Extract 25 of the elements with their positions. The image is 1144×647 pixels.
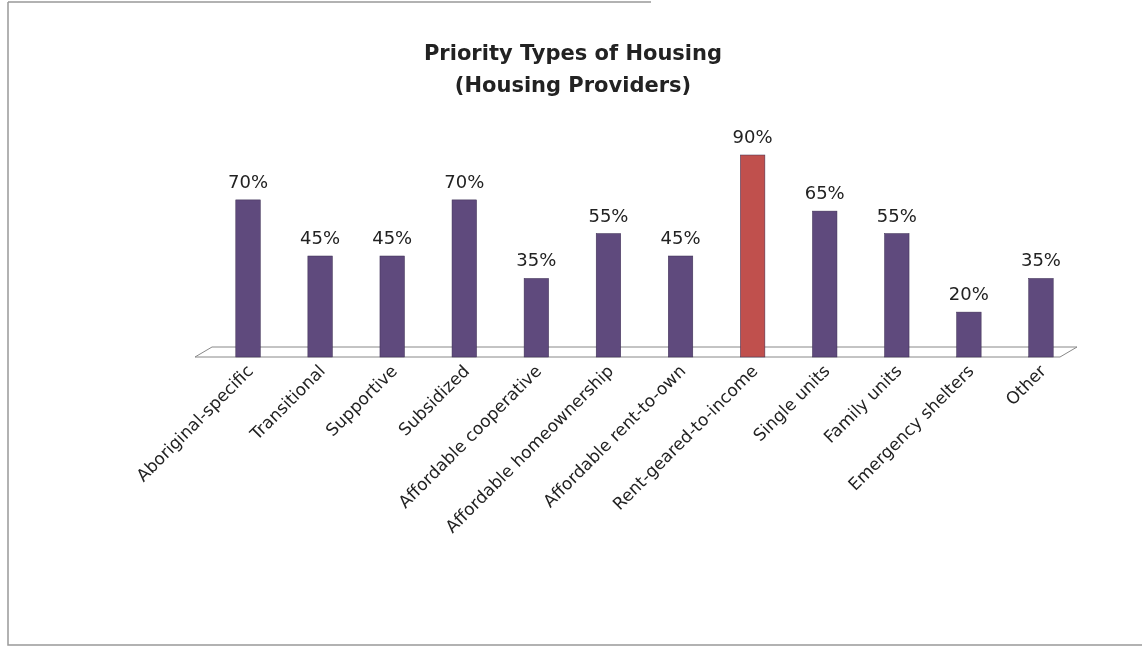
bar [668, 255, 694, 358]
bar [451, 199, 477, 358]
data-label: 65% [804, 182, 845, 204]
data-label: 35% [1020, 249, 1061, 271]
data-label: 45% [300, 227, 341, 248]
data-label: 70% [228, 170, 269, 192]
data-label: 45% [660, 227, 701, 248]
bar [235, 199, 261, 358]
bar [956, 311, 982, 358]
bar [379, 255, 405, 358]
bar [740, 154, 766, 358]
data-label: 35% [516, 249, 557, 271]
bar [307, 255, 333, 358]
data-label: 70% [444, 170, 485, 192]
data-label: 20% [948, 283, 989, 305]
data-label: 55% [588, 204, 629, 226]
data-label: 55% [876, 204, 917, 226]
data-label: 90% [732, 126, 773, 147]
bar [595, 233, 621, 358]
chart-title: Priority Types of Housing (Housing Providers) [423, 41, 723, 97]
bar [523, 278, 549, 358]
data-label: 45% [372, 227, 413, 248]
bar [1028, 278, 1054, 358]
bar [812, 210, 838, 358]
bar [884, 233, 910, 358]
